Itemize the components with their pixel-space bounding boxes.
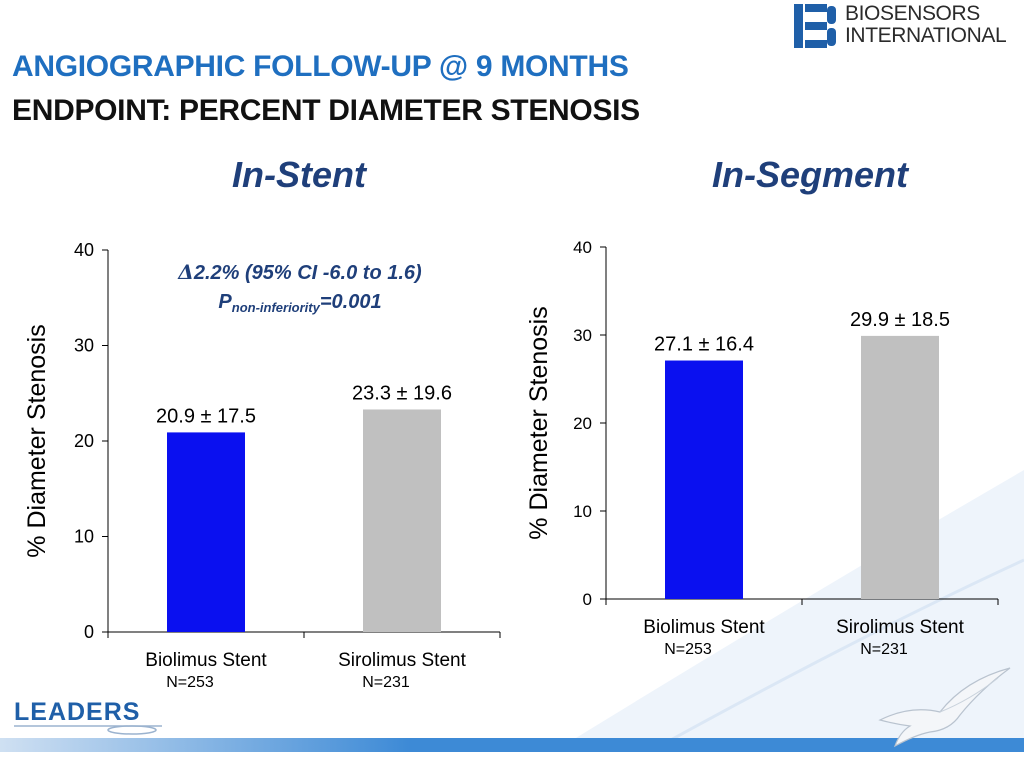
brand-line-1: BIOSENSORS [845, 2, 980, 25]
in-segment-y-tick-label: 20 [573, 414, 592, 433]
in-segment-y-tick-label: 10 [573, 502, 592, 521]
in-stent-data-label: 23.3 ± 19.6 [352, 382, 452, 404]
in-segment-bar [861, 335, 939, 599]
footer-bar [0, 738, 1024, 752]
brand-line-2: INTERNATIONAL [845, 24, 1007, 47]
in-segment-bar [665, 360, 743, 599]
in-segment-title: In-Segment [712, 154, 909, 195]
in-stent-n-label: N=253 [166, 674, 214, 691]
slide-subtitle: ENDPOINT: PERCENT DIAMETER STENOSIS [12, 94, 640, 127]
in-stent-y-tick-label: 30 [74, 336, 94, 356]
in-stent-title: In-Stent [232, 154, 366, 195]
in-stent-bar [363, 409, 441, 632]
in-segment-n-label: N=253 [664, 641, 712, 658]
in-stent-category-label: Sirolimus Stent [338, 650, 466, 671]
leaders-logo-text: LEADERS [14, 698, 140, 726]
in-stent-bar [167, 432, 245, 632]
in-segment-category-label: Sirolimus Stent [836, 617, 964, 638]
in-stent-n-label: N=231 [362, 674, 410, 691]
leaders-logo: LEADERS [14, 698, 162, 735]
in-segment-n-label: N=231 [860, 641, 908, 658]
in-segment-data-label: 27.1 ± 16.4 [654, 334, 754, 356]
in-stent-y-tick-label: 20 [74, 431, 94, 451]
brand-name: BIOSENSORS INTERNATIONAL [845, 2, 1007, 47]
footer-strip [0, 752, 1024, 768]
in-stent-annotation-delta: Δ2.2% (95% CI -6.0 to 1.6) [177, 260, 422, 284]
seagull-icon [878, 667, 1011, 748]
in-segment-category-label: Biolimus Stent [643, 617, 765, 638]
slide-title: ANGIOGRAPHIC FOLLOW-UP @ 9 MONTHS [12, 50, 629, 83]
in-segment-y-tick-label: 30 [573, 326, 592, 345]
in-stent-annotation-p: Pnon-inferiority=0.001 [218, 291, 381, 315]
in-segment-y-tick-label: 0 [583, 590, 592, 609]
in-stent-y-tick-label: 10 [74, 527, 94, 547]
in-stent-data-label: 20.9 ± 17.5 [156, 405, 256, 427]
in-stent-category-label: Biolimus Stent [145, 650, 267, 671]
in-segment-y-axis-label: % Diameter Stenosis [525, 306, 553, 539]
in-stent-y-tick-label: 40 [74, 240, 94, 260]
in-stent-y-tick-label: 0 [84, 622, 94, 642]
in-segment-y-tick-label: 40 [573, 238, 592, 257]
in-segment-data-label: 29.9 ± 18.5 [850, 309, 950, 331]
in-stent-y-axis-label: % Diameter Stenosis [23, 324, 51, 557]
biosensors-logo-icon [794, 4, 836, 48]
